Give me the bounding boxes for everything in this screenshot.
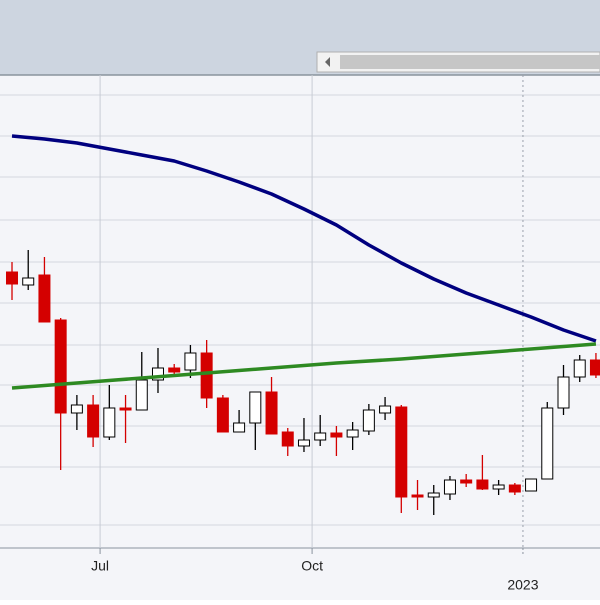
candle-body bbox=[151, 367, 164, 381]
candle-body bbox=[508, 484, 521, 493]
candle-body bbox=[362, 409, 375, 432]
candle-body bbox=[38, 274, 51, 323]
candle-body bbox=[460, 479, 473, 484]
candle-body bbox=[557, 376, 570, 409]
scroll-arrow bbox=[325, 57, 330, 67]
candle-body bbox=[233, 422, 246, 433]
candle-body bbox=[379, 405, 392, 414]
x-tick-label: Oct bbox=[301, 558, 323, 574]
candle-body bbox=[249, 391, 262, 424]
candle-body bbox=[525, 478, 538, 492]
plot-layer bbox=[0, 75, 600, 548]
candle-body bbox=[119, 407, 132, 411]
candle-body bbox=[103, 407, 116, 438]
candle-body bbox=[443, 479, 456, 495]
candle-body bbox=[297, 439, 310, 447]
candle-body bbox=[589, 359, 600, 376]
candle-body bbox=[168, 367, 181, 373]
moving-average-line bbox=[11, 342, 597, 390]
candle-body bbox=[476, 479, 489, 490]
candle-body bbox=[492, 484, 505, 490]
scroll-thumb[interactable] bbox=[340, 55, 600, 69]
candle-body bbox=[22, 277, 35, 286]
candle-body bbox=[395, 406, 408, 498]
candle-body bbox=[411, 494, 424, 498]
candle-body bbox=[314, 432, 327, 441]
candle-body bbox=[330, 432, 343, 438]
plot-background bbox=[0, 75, 600, 600]
candle-body bbox=[87, 404, 100, 438]
candle-body bbox=[70, 404, 83, 414]
x-tick-label: Jul bbox=[91, 558, 109, 574]
candle-body bbox=[573, 359, 586, 378]
moving-average-line bbox=[11, 134, 597, 343]
candle-body bbox=[184, 352, 197, 371]
candle-body bbox=[541, 407, 554, 480]
candle-body bbox=[6, 271, 19, 285]
candle-body bbox=[135, 379, 148, 411]
candle-body bbox=[346, 429, 359, 438]
candle-body bbox=[216, 397, 229, 433]
candle-body bbox=[427, 492, 440, 498]
candle-body bbox=[54, 319, 67, 414]
x-tick-label: 2023 bbox=[507, 577, 538, 593]
candle-body bbox=[281, 431, 294, 447]
candle-body bbox=[200, 352, 213, 399]
candle-body bbox=[265, 391, 278, 435]
